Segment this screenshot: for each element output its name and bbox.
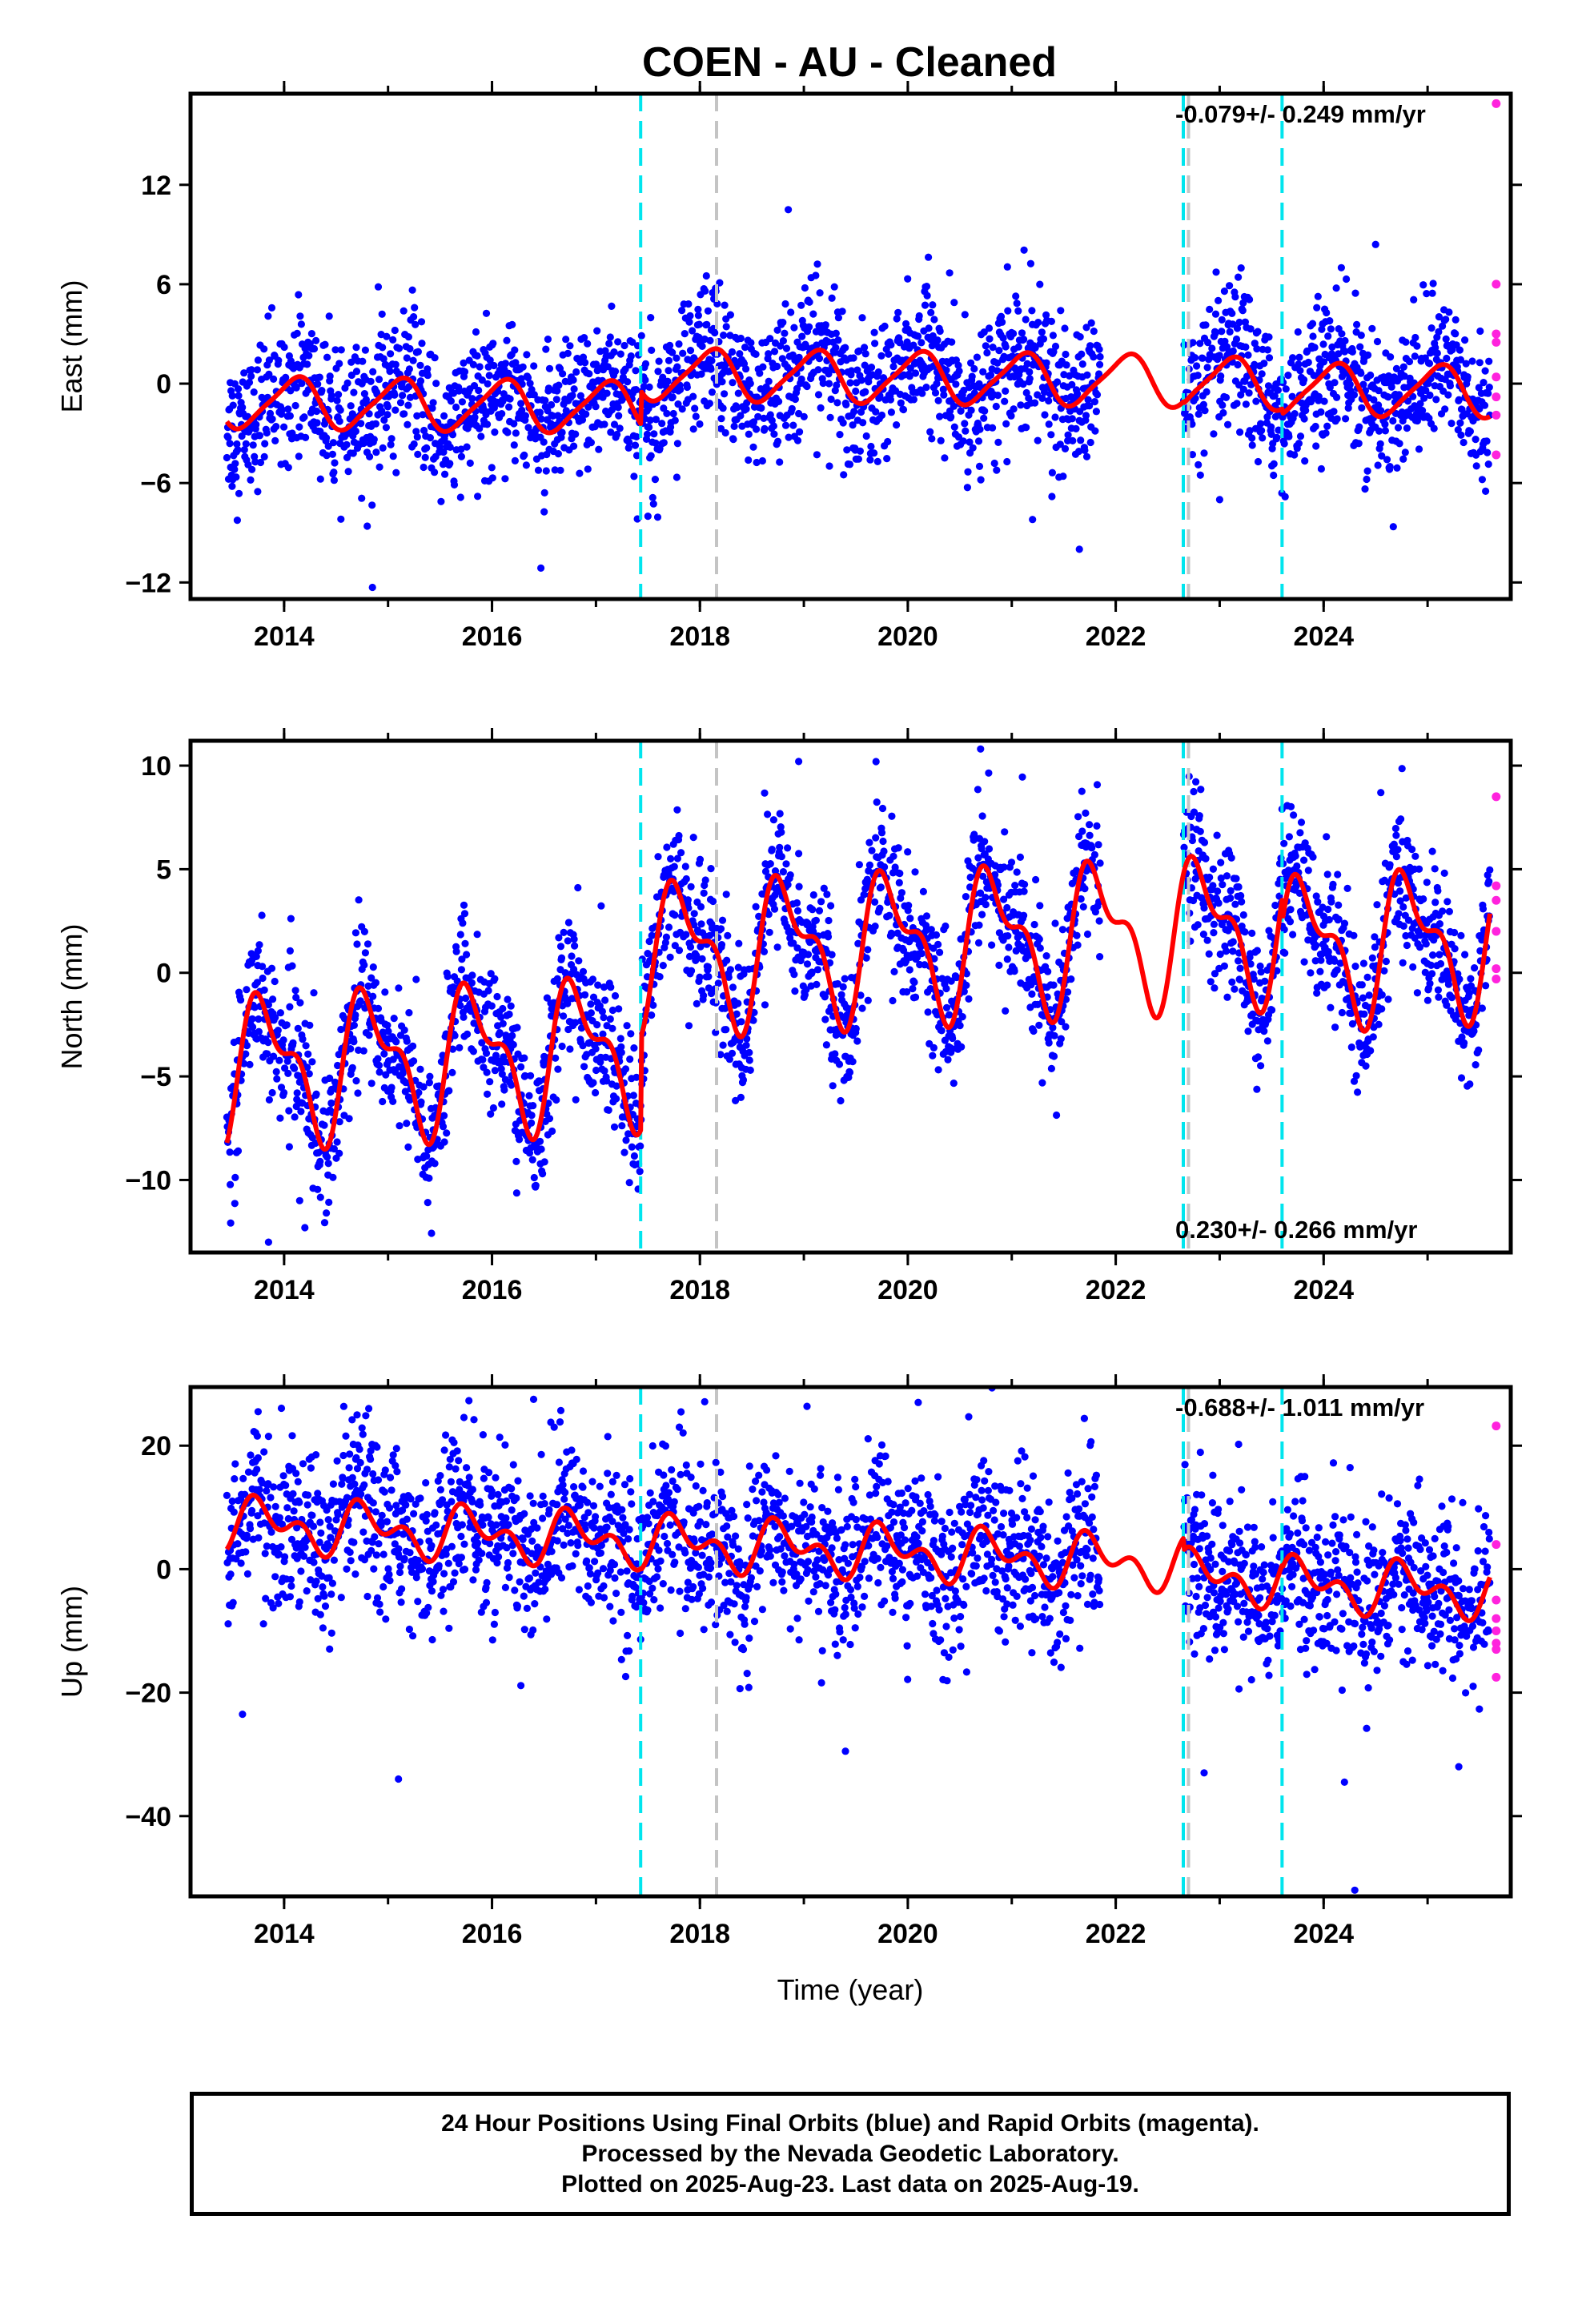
rapid-orbit-point: [1492, 975, 1501, 984]
y-tick-label: 10: [141, 751, 171, 782]
x-tick-label: 2020: [877, 1275, 938, 1305]
rapid-orbit-point: [1492, 964, 1501, 974]
x-tick-label: 2018: [669, 1919, 730, 1949]
y-tick-label: 6: [156, 270, 171, 300]
panel-east: −12 −6 0 6 12 2014 2016 2018 2020 2022 2024 East (m…: [55, 81, 1522, 652]
y-axis-label: East (mm): [55, 280, 88, 413]
x-tick-label: 2016: [462, 1919, 523, 1949]
model-fit-curve: [224, 854, 1492, 1152]
y-tick-label: −20: [125, 1679, 171, 1709]
x-tick-label: 2024: [1293, 1919, 1354, 1949]
rapid-orbit-point: [1492, 1595, 1501, 1605]
rapid-orbit-point: [1492, 337, 1501, 347]
y-tick-label: 0: [156, 369, 171, 400]
y-tick-label: −5: [140, 1062, 171, 1092]
y-axis-label: North (mm): [55, 924, 88, 1070]
footer-line-2: Processed by the Nevada Geodetic Laborat…: [581, 2140, 1119, 2167]
chart-title: COEN - AU - Cleaned: [642, 39, 1057, 86]
x-tick-label: 2024: [1293, 621, 1354, 652]
rapid-orbit-point: [1492, 1614, 1501, 1623]
rapid-orbit-point: [1492, 792, 1501, 802]
rapid-orbit-point: [1492, 895, 1501, 905]
data-layer: [223, 94, 1501, 599]
rapid-orbit-point: [1492, 1645, 1501, 1655]
data-layer: [223, 1387, 1501, 1896]
x-tick-label: 2022: [1086, 1919, 1146, 1949]
footer-box: 24 Hour Positions Using Final Orbits (bl…: [190, 2092, 1511, 2216]
model-fit-curve: [224, 1492, 1492, 1623]
rapid-orbit-point: [1492, 1540, 1501, 1550]
final-orbit-points: [223, 206, 1494, 592]
x-tick-label: 2022: [1086, 1275, 1146, 1305]
plot-frame: [188, 738, 1513, 1255]
panel-north: −10 −5 0 5 10 2014 2016 2018 2020 2022 2024 North (…: [55, 728, 1522, 1305]
rapid-orbit-point: [1492, 392, 1501, 402]
rapid-orbit-point: [1492, 1626, 1501, 1636]
y-tick-label: 5: [156, 854, 171, 885]
x-tick-label: 2014: [254, 1275, 315, 1305]
x-axis-label: Time (year): [777, 1973, 924, 2006]
data-layer: [223, 741, 1501, 1252]
x-tick-label: 2018: [669, 1275, 730, 1305]
y-tick-label: 20: [141, 1431, 171, 1462]
x-tick-label: 2020: [877, 1919, 938, 1949]
x-tick-label: 2016: [462, 1275, 523, 1305]
rapid-orbit-point: [1492, 279, 1501, 289]
plot-frame: [188, 91, 1513, 601]
x-tick-label: 2014: [254, 1919, 315, 1949]
rapid-orbit-point: [1492, 1672, 1501, 1682]
panel-up: −40 −20 0 20 2014 2016 2018 2020 2022 2024 Up (mm)…: [55, 1374, 1522, 1949]
rapid-orbit-point: [1492, 927, 1501, 936]
rapid-orbit-point: [1492, 329, 1501, 339]
rapid-orbit-point: [1492, 410, 1501, 420]
x-tick-label: 2016: [462, 621, 523, 652]
rapid-orbit-point: [1492, 372, 1501, 382]
footer-line-3: Plotted on 2025-Aug-23. Last data on 202…: [561, 2170, 1139, 2197]
x-tick-label: 2018: [669, 621, 730, 652]
model-fit-curve: [224, 346, 1492, 436]
rapid-orbit-point: [1492, 99, 1501, 108]
rapid-orbit-point: [1492, 881, 1501, 891]
y-tick-label: −12: [125, 568, 171, 598]
final-orbit-points: [223, 745, 1494, 1246]
rate-annotation: 0.230+/- 0.266 mm/yr: [1175, 1216, 1417, 1244]
rapid-orbit-point: [1492, 450, 1501, 460]
y-tick-label: 0: [156, 1554, 171, 1585]
x-tick-label: 2020: [877, 621, 938, 652]
rapid-orbit-point: [1492, 1421, 1501, 1431]
rate-annotation: -0.688+/- 1.011 mm/yr: [1175, 1393, 1424, 1421]
rapid-orbit-point: [1492, 1638, 1501, 1648]
y-tick-label: −6: [140, 468, 171, 499]
footer-line-1: 24 Hour Positions Using Final Orbits (bl…: [441, 2109, 1259, 2137]
x-tick-label: 2014: [254, 621, 315, 652]
final-orbit-points: [223, 1387, 1494, 1894]
rate-annotation: -0.079+/- 0.249 mm/yr: [1175, 100, 1426, 128]
y-tick-label: −10: [125, 1165, 171, 1196]
plot-frame: [188, 1385, 1513, 1899]
y-tick-label: −40: [125, 1802, 171, 1832]
y-axis-label: Up (mm): [55, 1586, 88, 1698]
y-tick-label: 0: [156, 959, 171, 989]
y-tick-label: 12: [141, 171, 171, 201]
x-tick-label: 2022: [1086, 621, 1146, 652]
x-tick-label: 2024: [1293, 1275, 1354, 1305]
